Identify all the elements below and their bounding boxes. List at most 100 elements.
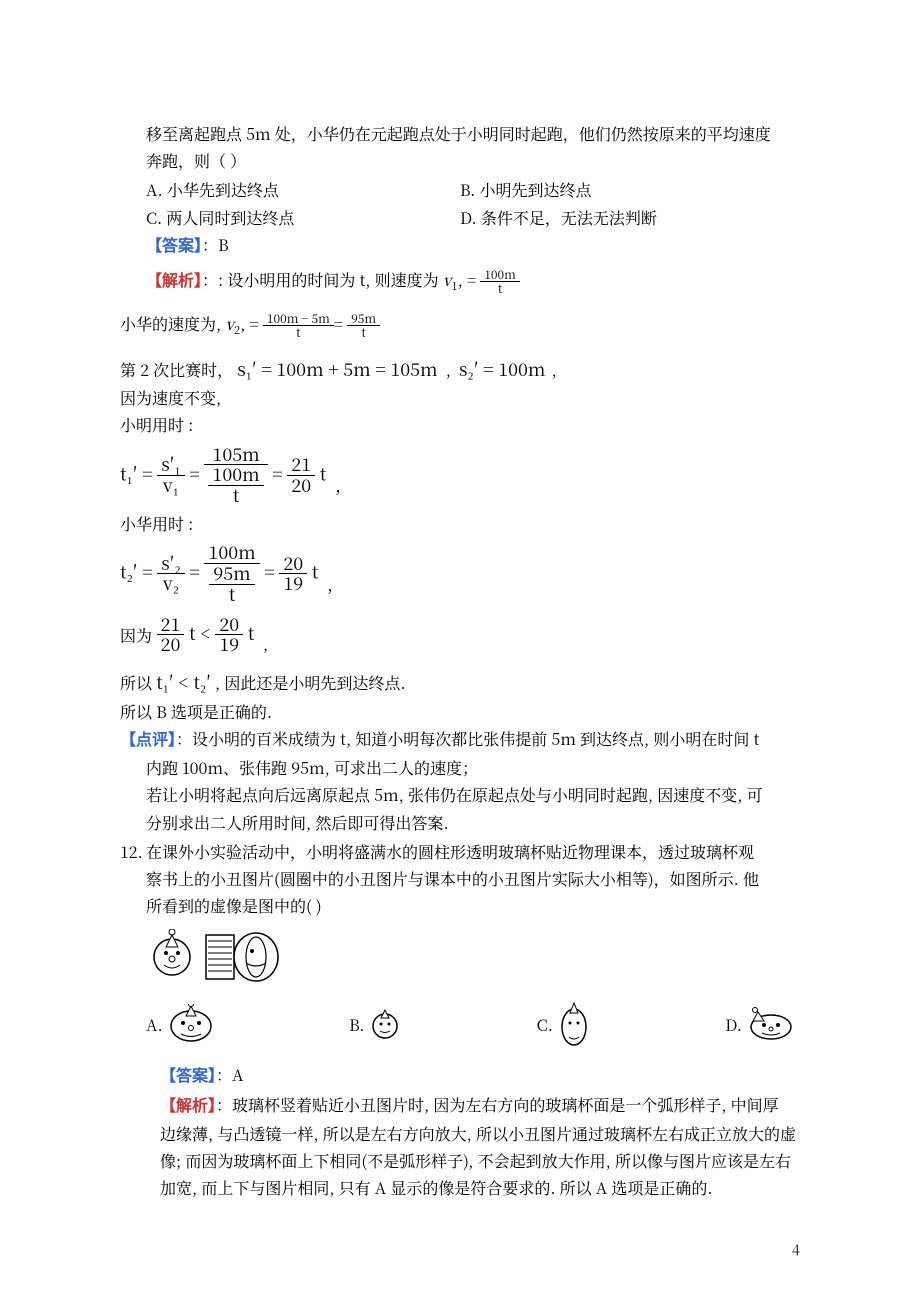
v2-fraction-b: 95m t <box>347 312 380 339</box>
q12-analysis: 【解析】：玻璃杯竖着贴近小丑图片时, 因为左右方向的玻璃杯面是一个弧形样子, 中… <box>120 1091 800 1120</box>
answer-text: ：B <box>202 233 229 256</box>
q12-jx2: 边缘薄, 与凸透镜一样, 所以是左右方向放大, 所以小丑图片通过玻璃杯左右成正立… <box>120 1120 800 1147</box>
q11-options: A. 小华先到达终点 B. 小明先到达终点 C. 两人同时到达终点 D. 条件不… <box>120 176 800 230</box>
t1-lhs: t₁′ = <box>120 460 157 486</box>
s2-eq: s₂′ = 100m <box>459 356 545 382</box>
t2-frac3: 20 19 <box>279 554 307 595</box>
q12-jiexi-label: 【解析】 <box>160 1098 216 1115</box>
t1-frac2: 105m 100m t <box>204 445 267 506</box>
q12-jx4: 加宽, 而上下与图片相同, 只有 A 显示的像是符合要求的. 所以 A 选项是正… <box>120 1174 800 1201</box>
q11-opt-c: C. 两人同时到达终点 <box>146 204 460 231</box>
q11-second-race: 第 2 次比赛时， s₁′ = 100m + 5m = 105m , s₂′ =… <box>120 354 800 385</box>
opt-a-label: A. <box>146 1011 163 1038</box>
q12-answer: 【答案】：A <box>120 1061 800 1090</box>
q12-stem2: 察书上的小丑图片(圆圈中的小丑图片与课本中的小丑图片实际大小相等)，如图所示. … <box>146 865 800 892</box>
q11-inequality: 因为 21 20 t < 20 19 t , <box>120 615 800 656</box>
q11-analysis-line1: 【解析】：: 设小明用的时间为 t, 则速度为 v1, = 100m t <box>120 266 800 296</box>
dp-line2: 内跑 100m、张伟跑 95m, 可求出二人的速度； <box>120 754 800 781</box>
comma-1: , <box>442 358 455 381</box>
analysis-label: 【解析】 <box>146 273 202 290</box>
q12-opt-c: C. <box>537 1001 589 1047</box>
opt-c-label: C. <box>537 1011 553 1038</box>
comma-5: , <box>259 632 268 655</box>
dp-line4: 分别求出二人所用时间, 然后即可得出答案. <box>120 809 800 836</box>
because-lead: 因为 <box>120 623 152 646</box>
t2-frac2: 100m 95m t <box>204 543 259 604</box>
comma-2: , <box>550 358 557 381</box>
dp-line1: ：设小明的百米成绩为 t, 知道小明每次都比张伟提前 5m 到达终点, 则小明在… <box>176 727 759 750</box>
q11-stem-line2: 奔跑，则（ ） <box>120 147 800 174</box>
v2-eq: , = <box>240 312 259 335</box>
comment-label: 【点评】 <box>120 732 176 749</box>
t1-eq2: = <box>272 460 287 486</box>
analysis-lead: ：: 设小明用的时间为 t, 则速度为 <box>202 268 439 291</box>
second-lead: 第 2 次比赛时， <box>120 358 233 381</box>
q11-comment: 【点评】：设小明的百米成绩为 t, 知道小明每次都比张伟提前 5m 到达终点, … <box>120 725 800 754</box>
q11-xm-lead: 小明用时 : <box>120 411 800 438</box>
t1-frac3: 21 20 <box>287 455 315 496</box>
t2-tail: t <box>312 559 319 585</box>
t1-tail: t <box>320 460 327 486</box>
q12-jx3: 像; 而因为玻璃杯面上下相同(不是弧形样子), 不会起到放大作用, 所以像与图片… <box>120 1147 800 1174</box>
v1-fraction: 100m t <box>480 268 520 295</box>
q12-opt-a: A. <box>146 1004 213 1044</box>
opt-b-label: B. <box>349 1011 365 1038</box>
q12-stem: 12. 在课外小实验活动中，小明将盛满水的圆柱形透明玻璃杯贴近物理课本，透过玻璃… <box>120 838 800 920</box>
t1-nested: 100m t <box>208 465 263 506</box>
q12-stem3: 所看到的虚像是图中的( ) <box>146 892 800 919</box>
q11-xh-lead: 小华用时 : <box>120 510 800 537</box>
clown-c-icon <box>559 1001 589 1047</box>
so-tail: , 因此还是小明先到达终点. <box>215 671 406 694</box>
q12-number: 12. <box>120 838 146 920</box>
so-ineq: t₁′ < t₂′ <box>156 669 211 695</box>
ineq-tail: t <box>248 620 255 646</box>
t1-eq1: = <box>189 460 204 486</box>
comma-4: , <box>323 571 333 597</box>
hua-lead: 小华的速度为, <box>120 312 225 335</box>
q11-t1-eq: t₁′ = s′₁ v₁ = 105m 100m t = 21 20 t , <box>120 445 800 506</box>
clown-a-icon <box>169 1004 213 1044</box>
q12-opt-d: D. <box>725 1007 794 1041</box>
t2-eq2: = <box>264 559 279 585</box>
t2-nested: 95m t <box>209 564 254 605</box>
frac-eq: = <box>334 312 343 335</box>
v1-eq: , = <box>458 268 477 291</box>
ineq-mid: t < <box>189 620 215 646</box>
dp-line3: 若让小明将起点向后远离原起点 5m, 张伟仍在原起点处与小明同时起跑, 因速度不… <box>120 781 800 808</box>
q11-hua-speed: 小华的速度为, v2, = 100m − 5m t = 95m t <box>120 310 800 340</box>
q12-jx1: ：玻璃杯竖着贴近小丑图片时, 因为左右方向的玻璃杯面是一个弧形样子, 中间厚 <box>216 1093 779 1116</box>
t1-frac1: s′₁ v₁ <box>157 455 185 496</box>
q12-ans-label: 【答案】 <box>160 1068 216 1085</box>
page-number: 4 <box>792 1237 800 1263</box>
v2-fraction-a: 100m − 5m t <box>263 312 334 339</box>
q11-opt-b: B. 小明先到达终点 <box>460 176 774 203</box>
v1-symbol: v1 <box>443 268 458 291</box>
q11-t2-eq: t₂′ = s′₂ v₂ = 100m 95m t = 20 19 t , <box>120 543 800 604</box>
ineq-l: 21 20 <box>157 615 185 656</box>
q11-so: 所以 t₁′ < t₂′ , 因此还是小明先到达终点. <box>120 667 800 698</box>
so-lead: 所以 <box>120 671 156 694</box>
answer-label: 【答案】 <box>146 238 202 255</box>
opt-d-label: D. <box>725 1011 742 1038</box>
t2-frac1: s′₂ v₂ <box>157 554 185 595</box>
q12-stem1: 在课外小实验活动中，小明将盛满水的圆柱形透明玻璃杯贴近物理课本，透过玻璃杯观 <box>146 838 800 865</box>
clown-book-illustration <box>146 929 286 985</box>
q11-so-b: 所以 B 选项是正确的. <box>120 698 800 725</box>
comma-3: , <box>331 472 341 498</box>
q11-unchanged: 因为速度不变, <box>120 384 800 411</box>
q12-figure <box>120 929 800 985</box>
t2-lhs: t₂′ = <box>120 559 157 585</box>
q12-ans-text: ：A <box>216 1063 244 1086</box>
ineq-r: 20 19 <box>215 615 243 656</box>
t2-eq1: = <box>189 559 204 585</box>
clown-b-icon <box>370 1009 400 1039</box>
clown-d-icon <box>748 1007 794 1041</box>
s1-eq: s₁′ = 100m + 5m = 105m <box>237 356 437 382</box>
q12-options: A. B. C. <box>120 1001 800 1047</box>
q11-opt-a: A. 小华先到达终点 <box>146 176 460 203</box>
q12-opt-b: B. <box>349 1009 401 1039</box>
q11-stem-line1: 移至离起跑点 5m 处，小华仍在元起跑点处于小明同时起跑，他们仍然按原来的平均速… <box>120 120 800 147</box>
q11-answer: 【答案】：B <box>120 231 800 260</box>
v2-symbol: v2 <box>225 312 240 335</box>
q11-opt-d: D. 条件不足，无法无法判断 <box>460 204 774 231</box>
